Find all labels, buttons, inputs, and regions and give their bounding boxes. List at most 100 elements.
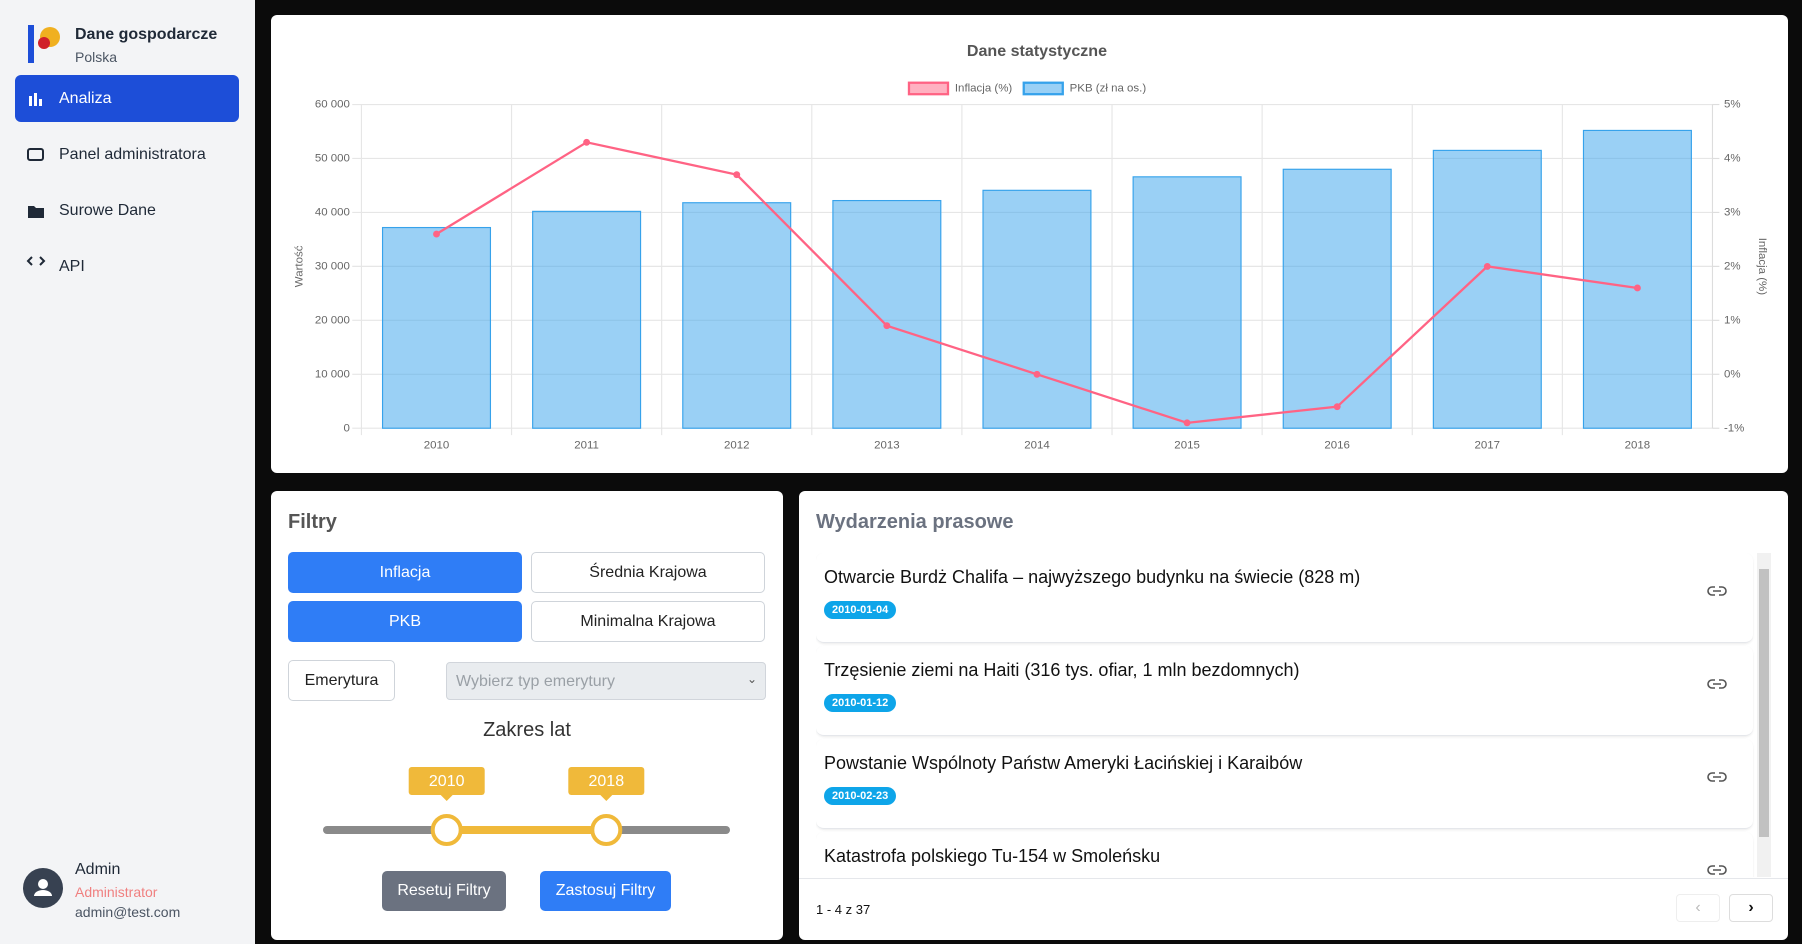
nav-label: Analiza (59, 89, 112, 107)
news-title: Trzęsienie ziemi na Haiti (316 tys. ofia… (824, 660, 1300, 680)
slider-tooltip (408, 767, 485, 795)
scrollbar[interactable] (1757, 553, 1771, 877)
filter-button[interactable]: Minimalna Krajowa (531, 601, 765, 642)
pension-button[interactable]: Emerytura (288, 660, 395, 701)
bar (381, 226, 492, 429)
link-icon[interactable] (1707, 678, 1727, 690)
nav-icons (26, 93, 46, 266)
bar (1132, 176, 1242, 429)
year-slider[interactable]: 2010 2018 (271, 761, 783, 856)
nav-item[interactable]: Panel administratora (15, 131, 239, 178)
y-axis-label: Wartość (293, 245, 305, 287)
x-tick-label: 2013 (874, 439, 900, 451)
news-list: Otwarcie Burdż Chalifa – najwyższego bud… (816, 553, 1755, 877)
link-icon[interactable] (1707, 771, 1727, 783)
app-subtitle: Polska (75, 49, 118, 65)
reset-button[interactable]: Resetuj Filtry (382, 871, 506, 911)
legend-label: Inflacja (%) (955, 82, 1013, 94)
link-icon[interactable] (1707, 585, 1727, 597)
news-item: Powstanie Wspólnoty Państw Ameryki Łaciń… (816, 739, 1753, 829)
chart: Dane statystyczne 0 10 000 20 000 30 000 40 0… (293, 42, 1768, 452)
point (1483, 262, 1491, 270)
app-title: Dane gospodarcze (75, 26, 218, 43)
legend-label: PKB (zł na os.) (1070, 82, 1147, 94)
filter-button[interactable]: Inflacja (288, 552, 522, 593)
nav-label: Surowe Dane (59, 201, 156, 219)
news-title: Katastrofa polskiego Tu-154 w Smoleńsku (824, 846, 1161, 866)
y2-tick-label: 0% (1724, 368, 1741, 380)
x-tick-label: 2018 (1625, 439, 1651, 451)
slider-value: 2010 (429, 773, 465, 790)
point (1633, 284, 1641, 292)
y2-tick-label: 1% (1724, 314, 1741, 326)
filters-card: Filtry Inflacja Średnia Krajowa PKB Mini… (271, 491, 783, 940)
news-item: Otwarcie Burdż Chalifa – najwyższego bud… (816, 553, 1753, 643)
slider-tooltip (568, 767, 645, 795)
range-title: Zakres lat (483, 719, 571, 741)
sidebar: Dane gospodarcze Polska Analiza Panel ad… (0, 0, 255, 944)
user-role: Administrator (75, 884, 158, 900)
y-tick-label: 60 000 (315, 99, 350, 111)
point (1183, 419, 1191, 427)
chart-card: Dane statystyczne 0 10 000 20 000 30 000 40 0… (271, 15, 1788, 473)
link-icon-shape (1707, 772, 1727, 782)
news-title: Powstanie Wspólnoty Państw Ameryki Łaciń… (824, 753, 1303, 773)
y2-tick-label: -1% (1724, 422, 1744, 434)
y-tick-label: 30 000 (315, 260, 350, 272)
news-date: 2010-01-12 (824, 694, 897, 712)
y-tick-label: 50 000 (315, 153, 350, 165)
prev-page[interactable]: ‹ (1676, 894, 1720, 922)
news-date: 2010-01-04 (824, 601, 897, 619)
point (583, 138, 591, 146)
x-tick-label: 2016 (1324, 439, 1350, 451)
news-item: Trzęsienie ziemi na Haiti (316 tys. ofia… (816, 646, 1753, 736)
chart-title: Dane statystyczne (967, 42, 1107, 60)
point (1333, 403, 1341, 411)
nav-item[interactable]: Analiza (15, 75, 239, 122)
bar (1282, 168, 1392, 429)
divider (799, 878, 1788, 879)
select-placeholder: Wybierz typ emerytury (456, 673, 615, 690)
pagination-info: 1 - 4 z 37 (816, 902, 871, 917)
point (883, 322, 891, 330)
point (433, 230, 440, 238)
x-tick-label: 2011 (574, 439, 599, 451)
news-title: Otwarcie Burdż Chalifa – najwyższego bud… (824, 567, 1361, 587)
y-tick-label: 10 000 (315, 368, 350, 380)
y-tick-label: 20 000 (315, 314, 350, 326)
bar (1582, 129, 1692, 429)
link-icon-shape (1707, 586, 1727, 596)
point (733, 171, 741, 179)
legend-swatch (907, 81, 950, 96)
y2-tick-label: 2% (1724, 260, 1741, 272)
apply-button[interactable]: Zastosuj Filtry (540, 871, 671, 911)
slider-handle[interactable] (430, 814, 463, 846)
user-email: admin@test.com (75, 904, 181, 920)
y2-tick-label: 5% (1724, 99, 1741, 111)
filters-title: Filtry (288, 511, 337, 533)
slider-handle[interactable] (590, 814, 623, 846)
next-page[interactable]: › (1729, 894, 1773, 922)
bar (832, 199, 942, 429)
y2-axis-label: Inflacja (%) (1756, 238, 1768, 296)
news-card: Wydarzenia prasowe Otwarcie Burdż Chalif… (799, 491, 1788, 940)
news-item: Katastrofa polskiego Tu-154 w Smoleńsku2… (816, 832, 1753, 877)
link-icon-shape (1707, 865, 1727, 875)
bar (982, 189, 1092, 429)
slider-tooltip-arrow (600, 795, 613, 801)
pension-select[interactable]: Wybierz typ emerytury ⌄ (446, 662, 766, 700)
slider-value: 2018 (589, 773, 625, 790)
nav-item[interactable]: Surowe Dane (15, 187, 239, 234)
avatar (23, 868, 63, 908)
filter-button[interactable]: Średnia Krajowa (531, 552, 765, 593)
link-icon[interactable] (1707, 864, 1727, 876)
filter-button[interactable]: PKB (288, 601, 522, 642)
nav-item[interactable]: API (15, 243, 239, 290)
nav-label: API (59, 257, 85, 275)
y2-tick-label: 3% (1724, 206, 1741, 218)
slider-tooltip-arrow (440, 795, 453, 801)
news-date: 2010-02-23 (824, 787, 897, 805)
x-tick-label: 2017 (1475, 439, 1501, 451)
link-icon-shape (1707, 679, 1727, 689)
